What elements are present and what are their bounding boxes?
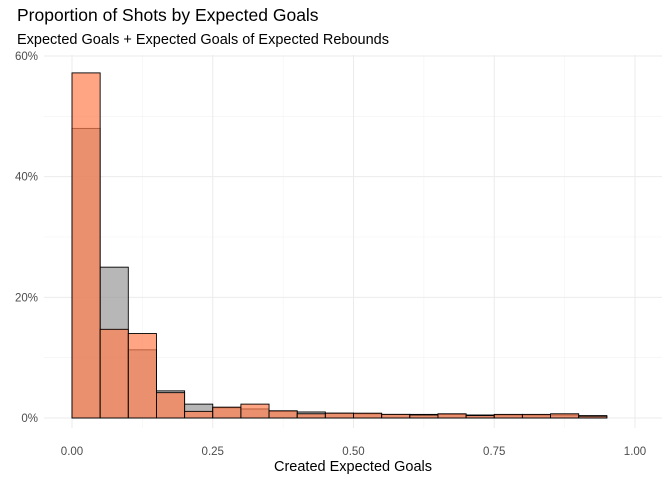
histogram-bar-series-2 [184,410,214,419]
histogram-bar-series-2 [550,413,580,419]
histogram-bar-series-2 [381,413,411,419]
histogram-bar-series-2 [155,392,186,419]
histogram-bar-series-2 [409,414,439,419]
histogram-bar-series-2 [99,328,129,419]
x-tick-label: 0.50 [342,446,364,458]
histogram-bar-series-2 [212,406,242,419]
histogram-bar-series-2 [268,410,298,419]
y-tick-label: 40% [15,172,38,184]
histogram-bar-series-2 [465,415,495,419]
histogram-bar-series-2 [437,413,467,419]
histogram-bar-series-2 [493,413,523,419]
histogram-bar-series-2 [578,415,608,419]
histogram-bar-series-2 [71,72,101,419]
bars [71,72,608,419]
chart-subtitle: Expected Goals + Expected Goals of Expec… [17,32,389,48]
y-axis: 0% 20% 40% 60% [15,51,38,425]
histogram-bar-series-2 [296,413,326,419]
y-tick-label: 0% [21,413,38,425]
y-tick-label: 60% [15,51,38,63]
x-tick-label: 0.00 [61,446,83,458]
y-tick-label: 20% [15,292,38,304]
x-tick-label: 1.00 [624,446,646,458]
chart-title: Proportion of Shots by Expected Goals [17,5,319,25]
x-axis-title: Created Expected Goals [274,459,432,475]
x-tick-label: 0.25 [202,446,224,458]
histogram-bar-series-2 [240,403,270,419]
histogram-bar-series-2 [324,412,354,419]
histogram-bar-series-2 [521,413,552,419]
x-axis: 0.00 0.25 0.50 0.75 1.00 [61,446,646,458]
histogram-bar-series-2 [353,412,383,419]
x-tick-label: 0.75 [483,446,505,458]
histogram-bar-series-2 [127,333,157,419]
